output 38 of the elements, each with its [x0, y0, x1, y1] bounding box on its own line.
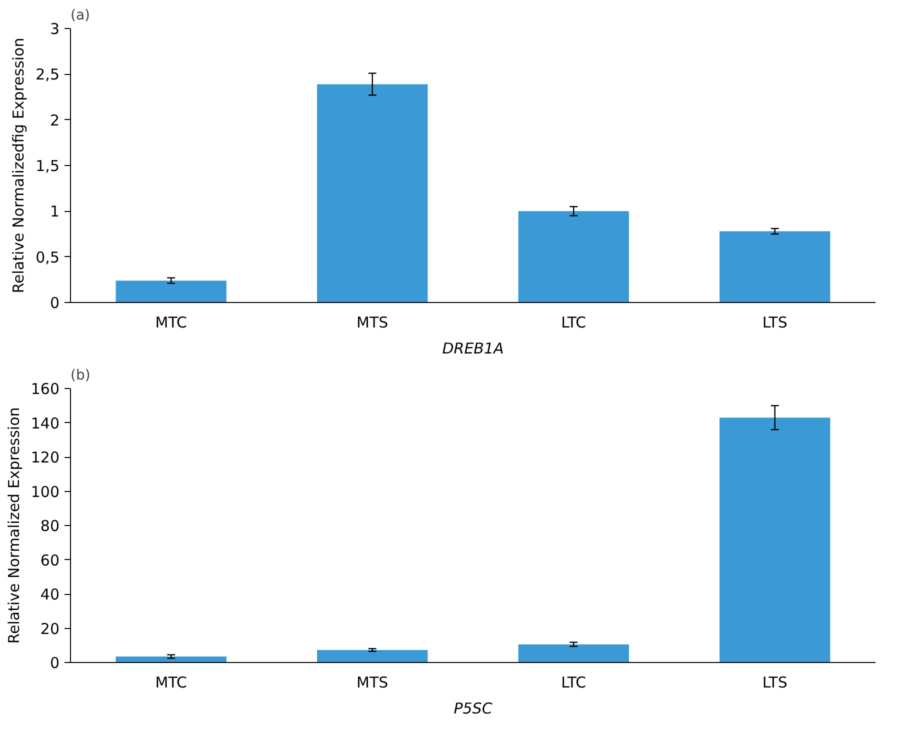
- x-tick-label: LTS: [762, 674, 788, 692]
- bar: [317, 650, 428, 662]
- x-axis-title: P5SC: [454, 700, 493, 718]
- y-tick-label: 80: [40, 517, 60, 535]
- chart-title: (b): [70, 368, 90, 384]
- x-tick-label: MTC: [155, 674, 187, 692]
- y-tick-label: 140: [30, 414, 60, 432]
- bar: [518, 211, 629, 302]
- x-tick-label: MTC: [155, 314, 187, 332]
- x-tick-label: LTS: [762, 314, 788, 332]
- y-tick-label: 160: [30, 380, 60, 398]
- y-tick-label: 1,5: [36, 157, 60, 175]
- y-axis-title: Relative Normalized Expression: [4, 407, 23, 644]
- bar: [317, 84, 428, 302]
- bar: [116, 280, 226, 302]
- y-tick-label: 40: [40, 586, 60, 604]
- x-tick-label: MTS: [356, 314, 388, 332]
- y-tick-label: 100: [30, 482, 60, 501]
- y-tick-label: 0: [50, 654, 60, 672]
- y-tick-label: 2: [50, 111, 60, 130]
- y-tick-label: 0: [50, 294, 60, 312]
- x-axis-title: DREB1A: [442, 340, 504, 358]
- bar: [720, 418, 830, 662]
- x-tick-label: LTC: [561, 314, 586, 332]
- y-tick-label: 1: [50, 202, 60, 221]
- y-tick-label: 60: [40, 551, 60, 570]
- y-tick-label: 120: [30, 448, 60, 466]
- bar: [720, 231, 830, 302]
- x-tick-label: LTC: [561, 674, 586, 692]
- x-tick-label: MTS: [356, 674, 388, 692]
- chart-title: (a): [70, 8, 90, 24]
- bar: [518, 644, 629, 662]
- y-tick-label: 20: [40, 620, 60, 638]
- y-tick-label: 3: [50, 20, 60, 38]
- bar: [116, 656, 226, 662]
- y-tick-label: 0,5: [36, 248, 60, 266]
- y-tick-label: 2,5: [36, 66, 60, 84]
- y-axis-title: Relative Normalizedfig Expression: [10, 38, 28, 294]
